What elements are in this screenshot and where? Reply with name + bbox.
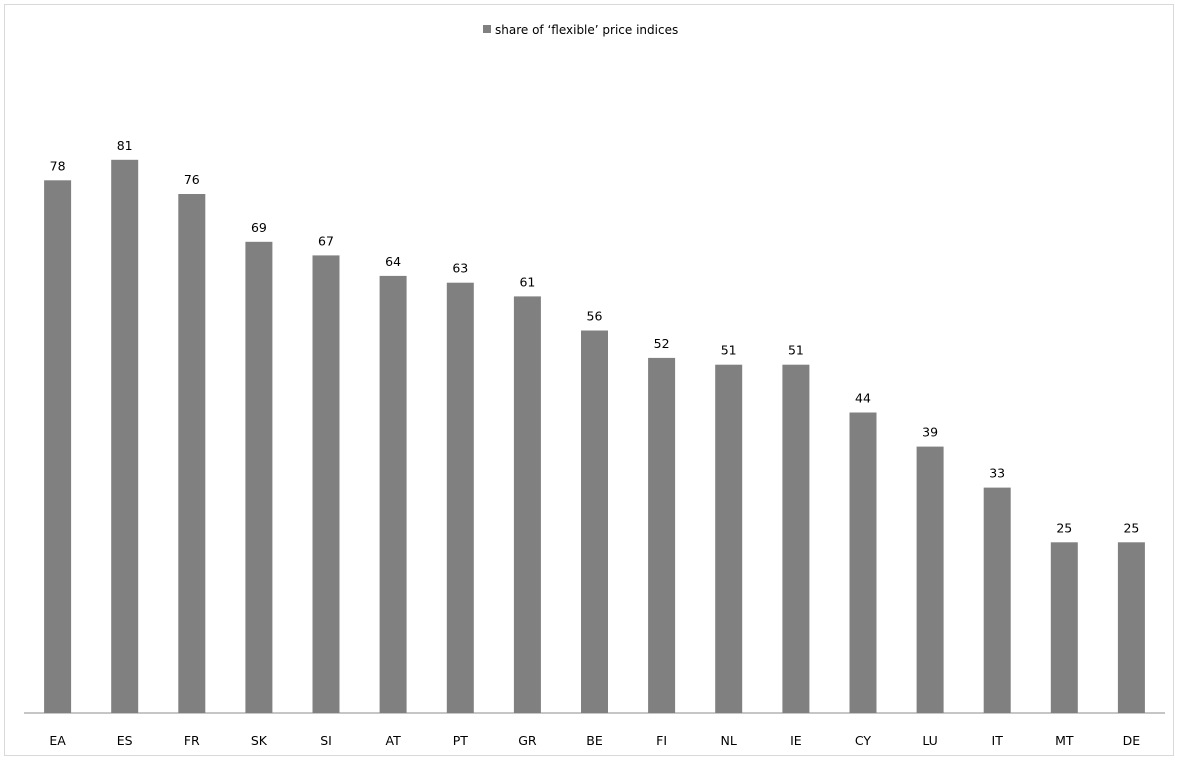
value-label-gr: 61 — [519, 274, 535, 289]
x-tick-label-be: BE — [586, 733, 603, 748]
value-label-fr: 76 — [184, 172, 200, 187]
value-label-nl: 51 — [721, 343, 737, 358]
value-label-at: 64 — [385, 254, 401, 269]
legend-label: share of ‘flexible’ price indices — [495, 23, 678, 37]
value-label-ea: 78 — [50, 158, 66, 173]
x-tick-label-sk: SK — [251, 733, 268, 748]
value-label-de: 25 — [1123, 520, 1139, 535]
x-tick-label-lu: LU — [922, 733, 938, 748]
bars-group — [44, 159, 1145, 714]
value-label-es: 81 — [117, 138, 133, 153]
x-tick-label-at: AT — [385, 733, 401, 748]
x-tick-label-mt: MT — [1055, 733, 1074, 748]
value-label-si: 67 — [318, 233, 334, 248]
bar-ea — [44, 180, 72, 714]
x-tick-label-nl: NL — [721, 733, 737, 748]
x-tick-label-pt: PT — [453, 733, 469, 748]
x-tick-label-cy: CY — [855, 733, 872, 748]
bar-lu — [916, 446, 944, 713]
x-tick-labels-group: EA ES FR SK SI AT PT GR BE FI NL IE CY LU IT MT DE — [49, 733, 1140, 748]
legend: share of ‘flexible’ price indices — [483, 23, 678, 37]
x-tick-label-es: ES — [117, 733, 133, 748]
x-tick-label-fi: FI — [656, 733, 667, 748]
x-tick-label-gr: GR — [518, 733, 537, 748]
x-tick-label-fr: FR — [184, 733, 200, 748]
bar-mt — [1050, 542, 1078, 713]
value-label-it: 33 — [989, 466, 1005, 481]
bar-pt — [446, 282, 474, 713]
value-label-ie: 51 — [788, 343, 804, 358]
value-label-cy: 44 — [855, 391, 871, 406]
bar-si — [312, 255, 340, 713]
bar-nl — [715, 364, 743, 713]
bar-ie — [782, 364, 810, 713]
value-label-sk: 69 — [251, 220, 267, 235]
legend-swatch — [483, 25, 491, 33]
bar-sk — [245, 241, 273, 714]
x-tick-label-ea: EA — [49, 733, 66, 748]
bar-it — [983, 487, 1011, 713]
value-label-pt: 63 — [452, 261, 468, 276]
bar-gr — [513, 296, 541, 713]
bar-fr — [178, 194, 206, 713]
value-labels-group: 78 81 76 69 67 64 63 61 56 52 51 51 44 39 33 25 25 — [50, 138, 1140, 535]
bar-fi — [648, 357, 676, 713]
bar-de — [1117, 542, 1145, 713]
value-label-mt: 25 — [1056, 520, 1072, 535]
value-label-lu: 39 — [922, 425, 938, 440]
x-tick-label-ie: IE — [790, 733, 802, 748]
bar-cy — [849, 412, 877, 713]
x-tick-label-it: IT — [992, 733, 1004, 748]
value-label-be: 56 — [587, 309, 603, 324]
value-label-fi: 52 — [654, 336, 670, 351]
x-tick-label-de: DE — [1123, 733, 1141, 748]
x-tick-label-si: SI — [320, 733, 332, 748]
bar-at — [379, 275, 407, 713]
bar-be — [581, 330, 608, 713]
bar-es — [111, 159, 139, 714]
